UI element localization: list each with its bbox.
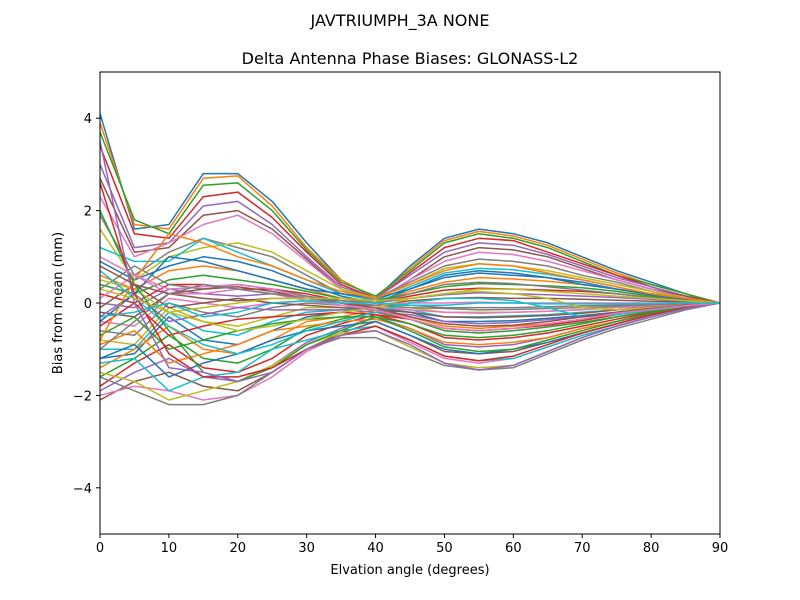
x-tick-label: 60 — [505, 541, 522, 556]
series-line-16 — [100, 293, 720, 318]
series-line-45 — [100, 141, 720, 383]
series-line-33 — [100, 302, 720, 350]
series-line-41 — [100, 256, 720, 323]
y-tick-label: 2 — [84, 205, 92, 220]
series-line-40 — [100, 270, 720, 355]
y-axis: −4 −2 0 2 4 — [73, 112, 100, 497]
x-tick-label: 70 — [574, 541, 591, 556]
series-line-5 — [100, 164, 720, 304]
series-line-50 — [100, 299, 720, 318]
y-tick-label: 4 — [84, 112, 92, 127]
figure-suptitle: JAVTRIUMPH_3A NONE — [310, 11, 490, 31]
series-line-1 — [100, 113, 720, 304]
x-tick-label: 10 — [161, 541, 178, 556]
y-axis-label: Bias from mean (mm) — [51, 232, 66, 374]
series-line-28 — [100, 302, 720, 406]
x-tick-label: 80 — [643, 541, 660, 556]
series-layer — [100, 113, 720, 406]
y-tick-label: −4 — [73, 482, 92, 497]
series-line-46 — [100, 265, 720, 327]
x-axis-label: Elvation angle (degrees) — [330, 563, 489, 578]
series-line-2 — [100, 122, 720, 304]
x-tick-label: 30 — [298, 541, 315, 556]
series-line-37 — [100, 274, 720, 314]
x-axis: 0 10 20 30 40 50 60 70 80 90 — [96, 534, 728, 556]
series-line-44 — [100, 182, 720, 378]
series-line-42 — [100, 232, 720, 341]
series-line-49 — [100, 288, 720, 313]
x-tick-label: 90 — [712, 541, 729, 556]
chart-title: Delta Antenna Phase Biases: GLONASS-L2 — [242, 49, 579, 68]
series-line-7 — [100, 196, 720, 304]
x-tick-label: 0 — [96, 541, 104, 556]
y-tick-label: −2 — [73, 389, 92, 404]
series-line-4 — [100, 145, 720, 304]
x-tick-label: 40 — [367, 541, 384, 556]
y-tick-label: 0 — [84, 297, 92, 312]
x-tick-label: 20 — [230, 541, 247, 556]
series-line-47 — [100, 256, 720, 332]
x-tick-label: 50 — [436, 541, 453, 556]
series-line-48 — [100, 281, 720, 350]
